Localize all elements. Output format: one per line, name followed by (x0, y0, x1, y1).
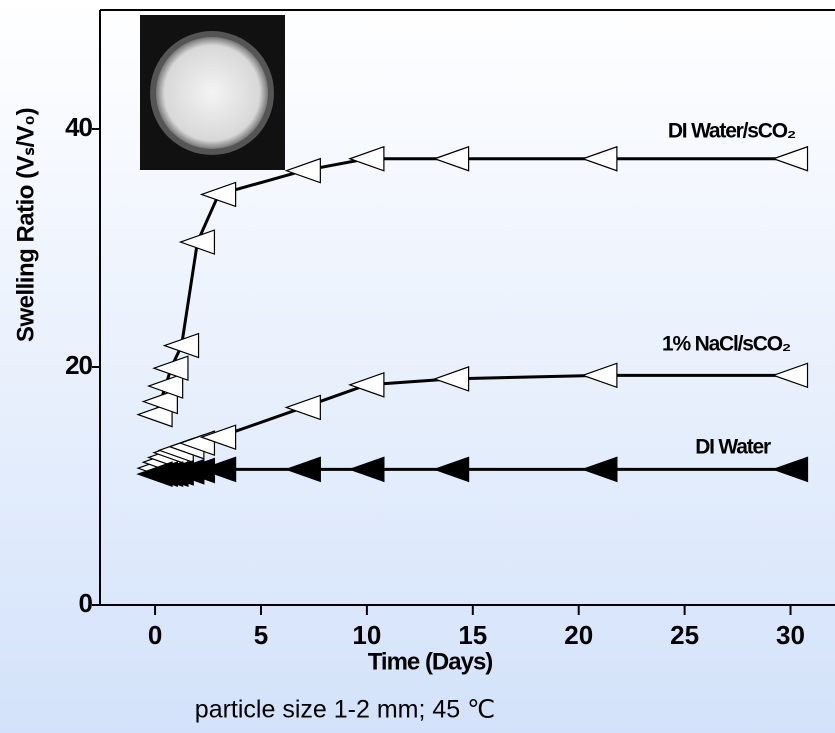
x-tick-label: 30 (776, 620, 805, 650)
marker (581, 362, 618, 389)
series-label: 1% NaCl/sCO₂ (662, 333, 791, 356)
dish-content (156, 37, 268, 149)
marker (199, 181, 237, 208)
marker (771, 362, 809, 389)
marker (152, 355, 189, 382)
plot: 0 20 40 0 5 10 15 20 25 30 DI Water/sCO₂ 1% NaCl/sC… (65, 9, 835, 650)
y-axis-title: Swelling Ratio (Vₛ/V₀) (12, 108, 39, 342)
x-tick-label: 15 (458, 620, 487, 650)
marker (141, 388, 178, 415)
marker (348, 372, 385, 398)
series-label: DI Water/sCO₂ (668, 120, 796, 143)
marker (284, 456, 321, 483)
marker (284, 157, 321, 184)
caption: particle size 1-2 mm; 45 ℃ (195, 696, 495, 724)
x-tick-label: 5 (254, 620, 268, 650)
marker (581, 456, 618, 483)
marker (284, 394, 321, 421)
marker (771, 145, 809, 172)
x-tick-label: 25 (670, 620, 699, 650)
y-tick-label: 0 (79, 588, 93, 618)
marker (348, 145, 385, 172)
marker (432, 366, 470, 392)
marker (432, 145, 470, 172)
marker (146, 373, 184, 399)
marker (581, 145, 618, 172)
marker (162, 332, 200, 359)
marker (199, 456, 237, 483)
y-tick-label: 20 (65, 350, 92, 380)
x-axis-title: Time (Days) (368, 648, 493, 675)
marker (348, 456, 385, 483)
marker (771, 456, 809, 483)
marker (199, 424, 237, 451)
marker (178, 229, 216, 255)
series-label: DI Water (695, 436, 771, 459)
x-tick-label: 10 (352, 620, 381, 650)
x-tick-label: 20 (564, 620, 593, 650)
y-tick-label: 40 (65, 112, 92, 142)
x-tick-label: 0 (148, 620, 162, 650)
marker (432, 456, 470, 483)
